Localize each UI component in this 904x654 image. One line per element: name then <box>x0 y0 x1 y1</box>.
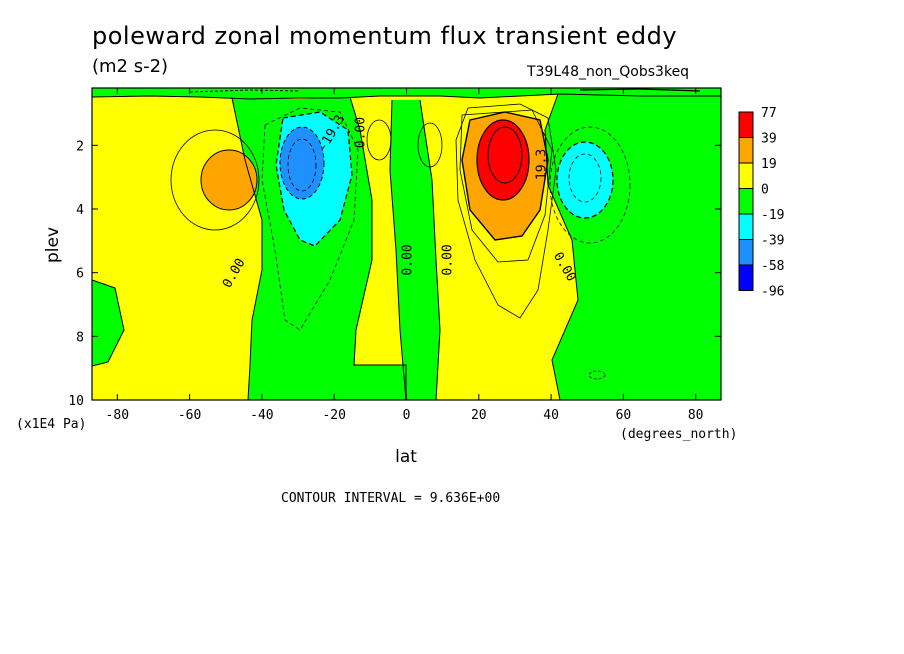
region-southern-green <box>232 97 406 400</box>
x-tick-label: -80 <box>106 408 129 423</box>
x-tick-label: -20 <box>322 408 345 423</box>
contour-lines <box>92 88 721 400</box>
colorbar-swatch <box>738 188 754 215</box>
contour-neg-small-north <box>588 370 606 380</box>
chart-title: poleward zonal momentum flux transient e… <box>92 22 678 50</box>
contour-neg-north-outer <box>549 126 631 244</box>
colorbar-label: -96 <box>761 285 784 300</box>
contour-label: 0.00 <box>440 244 455 275</box>
region-southwest-green <box>92 280 124 366</box>
contour-pos-north-outer <box>455 103 557 319</box>
x-tick-label: -40 <box>250 408 273 423</box>
region-north-red <box>477 120 529 200</box>
colorbar-swatch <box>738 213 754 240</box>
contour-pos-north-2 <box>476 119 530 201</box>
contour-label-text: 0.00 <box>354 117 369 148</box>
x-tick-label: -60 <box>178 408 201 423</box>
y-axis: 2 4 6 8 10 <box>68 139 721 409</box>
contour-zero-south <box>231 97 263 400</box>
y-tick-label: 4 <box>76 203 84 218</box>
contour-pos-north-3 <box>487 126 523 184</box>
x-tick-label: 20 <box>471 408 487 423</box>
contour-zero-north <box>544 93 579 400</box>
region-north-cyan <box>557 142 613 218</box>
colorbar-label: -39 <box>761 234 784 249</box>
y-tick-label: 8 <box>76 330 84 345</box>
colorbar-label: 77 <box>761 106 777 121</box>
contour-neg-south-1 <box>275 111 353 247</box>
contour-pos-equator-south <box>366 119 392 161</box>
contour-neg-south-outer <box>261 107 359 331</box>
chart-units: (m2 s-2) <box>92 56 169 77</box>
colorbar-swatch <box>738 111 754 138</box>
colorbar-label: -58 <box>761 259 784 274</box>
x-axis-units: (degrees_north) <box>620 427 737 442</box>
contour-pos-south-outer <box>170 129 260 231</box>
contour-zero-southmid <box>349 96 407 400</box>
colorbar-swatch <box>738 239 754 266</box>
y-axis-title: plev <box>43 227 63 263</box>
contour-label: 0.00 <box>401 244 416 275</box>
contour-label: 0.00 <box>354 117 369 148</box>
colorbar-swatch <box>738 137 754 164</box>
contour-zero-equator-right <box>419 99 441 400</box>
contour-neg-south-2 <box>279 126 325 200</box>
region-south-orange <box>201 150 257 210</box>
run-name: T39L48_non_Qobs3keq <box>527 64 690 80</box>
contour-label-text: 19.3 <box>534 149 549 180</box>
y-tick-label: 6 <box>76 267 84 282</box>
region-equator-green <box>390 100 440 400</box>
colorbar-swatch <box>738 162 754 189</box>
x-tick-label: 40 <box>543 408 559 423</box>
filled-regions <box>92 88 721 400</box>
contour-pos-equator-north <box>417 122 443 168</box>
contour-label-text: 0.00 <box>440 244 455 275</box>
contour-pos-south-1 <box>200 149 258 211</box>
contour-zero-southwest <box>92 279 125 367</box>
x-axis-title: lat <box>395 447 417 467</box>
contour-label: 19.3 <box>534 149 549 180</box>
contour-neg-south-3 <box>287 138 317 192</box>
y-tick-label: 2 <box>76 139 84 154</box>
y-tick-label: 10 <box>68 394 84 409</box>
colorbar-swatch <box>738 264 754 291</box>
contour-neg-top-north <box>579 88 701 92</box>
contour-neg-north-1 <box>556 141 614 219</box>
contour-interval: CONTOUR INTERVAL = 9.636E+00 <box>281 491 500 506</box>
y-axis-units: (x1E4 Pa) <box>16 417 86 432</box>
x-tick-label: 60 <box>616 408 632 423</box>
contour-zero-top <box>92 93 721 100</box>
contour-label-text: 0.00 <box>401 244 416 275</box>
x-tick-label: 80 <box>688 408 704 423</box>
colorbar: 77 39 19 0 -19 -39 -58 -96 <box>738 106 784 300</box>
colorbar-label: 39 <box>761 132 777 147</box>
colorbar-label: 0 <box>761 183 769 198</box>
contour-pos-north-mid <box>459 109 553 263</box>
colorbar-label: 19 <box>761 157 777 172</box>
x-axis: -80 -60 -40 -20 0 20 40 60 80 <box>106 88 704 423</box>
contour-neg-top-south <box>189 89 301 93</box>
colorbar-label: -19 <box>761 208 784 223</box>
contour-neg-north-2 <box>568 153 602 203</box>
x-tick-label: 0 <box>403 408 411 423</box>
contour-pos-north-1 <box>461 111 549 241</box>
